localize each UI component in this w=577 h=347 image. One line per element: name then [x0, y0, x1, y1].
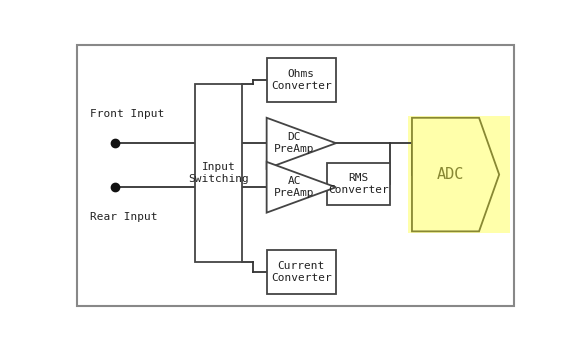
Bar: [267, 250, 336, 294]
Text: DC
PreAmp: DC PreAmp: [274, 132, 314, 154]
Text: Input
Switching: Input Switching: [188, 162, 249, 184]
Text: Ohms
Converter: Ohms Converter: [271, 69, 332, 91]
Text: Front Input: Front Input: [90, 109, 164, 119]
Polygon shape: [412, 118, 499, 231]
Text: AC
PreAmp: AC PreAmp: [274, 177, 314, 198]
Text: Rear Input: Rear Input: [90, 212, 158, 222]
Bar: [409, 116, 511, 234]
Text: Current
Converter: Current Converter: [271, 261, 332, 283]
Bar: [195, 84, 242, 262]
Polygon shape: [267, 118, 336, 169]
Polygon shape: [267, 162, 336, 213]
Text: RMS
Converter: RMS Converter: [328, 173, 389, 195]
Bar: [327, 163, 389, 205]
Bar: [267, 58, 336, 102]
Text: ADC: ADC: [437, 167, 464, 182]
